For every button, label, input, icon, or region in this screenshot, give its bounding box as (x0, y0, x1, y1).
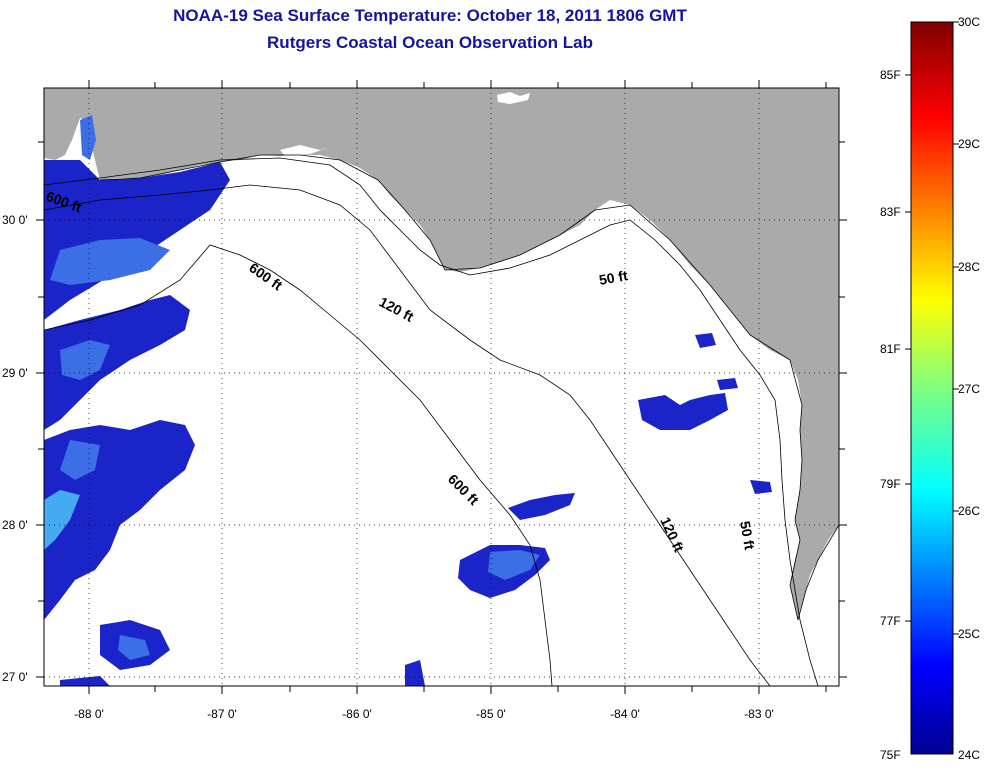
inland-water (280, 145, 330, 156)
latitude-tick-label: 27 0' (2, 670, 28, 684)
sst-pixels (44, 115, 772, 686)
colorbar-f-label: 81F (880, 342, 901, 356)
contour-label: 50 ft (737, 520, 758, 551)
depth-contours (44, 157, 819, 686)
longitude-tick-label: -87 0' (207, 707, 237, 721)
colorbar-f-label: 77F (880, 614, 901, 628)
colorbar-c-label: 29C (958, 137, 981, 151)
longitude-tick-label: -84 0' (610, 707, 640, 721)
plot-border (43, 87, 840, 687)
contour-50ft (44, 157, 819, 686)
longitude-tick-label: -86 0' (342, 707, 372, 721)
latitude-tick-label: 28 0' (2, 518, 28, 532)
colorbar-c-label: 27C (958, 382, 981, 396)
colorbar-f-label: 85F (880, 68, 901, 82)
latitude-tick-label: 30 0' (2, 213, 28, 227)
colorbar-c-label: 28C (958, 260, 981, 274)
land-mass (44, 88, 839, 620)
latitude-tick-label: 29 0' (2, 366, 28, 380)
contour-600ft (44, 244, 553, 686)
colorbar-f-label: 79F (880, 477, 901, 491)
longitude-tick-label: -83 0' (744, 707, 774, 721)
latitude-axis: 30 0' 29 0' 28 0' 27 0' (2, 213, 28, 684)
map-subtitle: Rutgers Coastal Ocean Observation Lab (267, 33, 593, 52)
colorbar-ticks (905, 21, 959, 635)
colorbar-f-label: 75F (880, 748, 901, 762)
longitude-tick-label: -88 0' (74, 707, 104, 721)
colorbar-c-label: 26C (958, 504, 981, 518)
graticule (36, 80, 847, 694)
colorbar-f-label: 83F (880, 205, 901, 219)
contour-label: 50 ft (598, 267, 629, 288)
coastline (99, 154, 839, 621)
colorbar-c-label: 25C (958, 627, 981, 641)
colorbar-c-label: 24C (958, 748, 981, 762)
colorbar (910, 21, 954, 755)
longitude-tick-label: -85 0' (476, 707, 506, 721)
contour-120ft (44, 184, 771, 686)
longitude-axis: -88 0' -87 0' -86 0' -85 0' -84 0' -83 0' (74, 707, 774, 721)
map-title: NOAA-19 Sea Surface Temperature: October… (173, 6, 687, 25)
colorbar-c-label: 30C (958, 15, 981, 29)
inland-water (497, 92, 530, 104)
